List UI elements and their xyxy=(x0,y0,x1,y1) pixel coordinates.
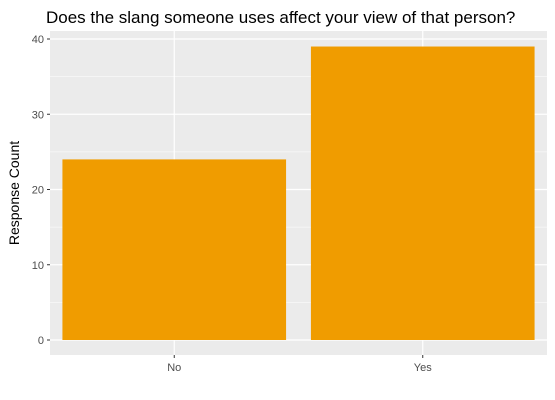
y-tick-label: 40 xyxy=(32,34,44,46)
y-tick-label: 30 xyxy=(32,109,44,121)
x-axis: No Yes xyxy=(167,355,432,374)
x-tick-label: No xyxy=(167,362,181,374)
chart-title: Does the slang someone uses affect your … xyxy=(46,8,515,27)
y-tick-label: 10 xyxy=(32,260,44,272)
bar-yes xyxy=(310,46,535,341)
x-tick-label: Yes xyxy=(414,362,432,374)
y-tick-label: 20 xyxy=(32,185,44,197)
bars xyxy=(62,46,535,341)
y-tick-label: 0 xyxy=(38,335,44,347)
y-axis-title: Response Count xyxy=(6,141,22,245)
y-axis: 0 10 20 30 40 xyxy=(32,34,50,347)
bar-no xyxy=(62,159,287,340)
